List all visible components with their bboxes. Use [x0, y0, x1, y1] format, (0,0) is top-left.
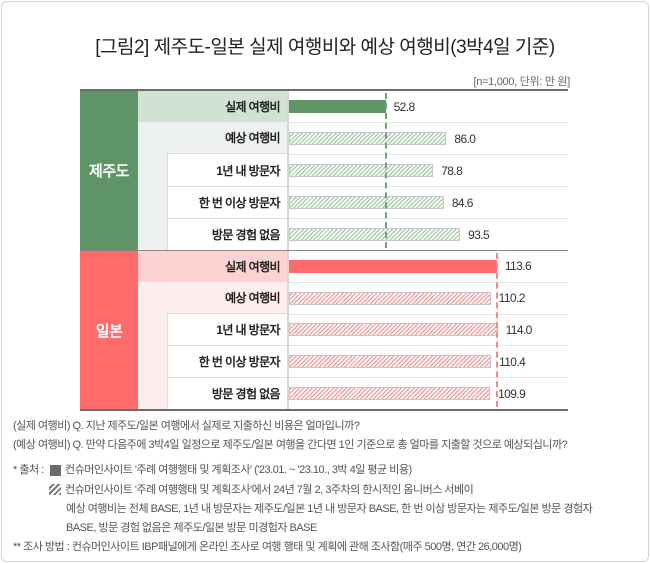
question-expected-note: (예상 여행비) Q. 만약 다음주에 3박4일 일정으로 제주도/일본 여행을…: [13, 439, 568, 451]
bar-row: 84.6: [289, 186, 568, 218]
bar-row: 114.0: [289, 313, 568, 346]
bar-area: 52.8 86.0 78.8 84.6 93.5: [287, 91, 568, 250]
group-japan: 일본 실제 여행비 예상 여행비 1년 내 방문자 한 번 이상 방문자 방문 …: [80, 250, 568, 409]
source-hatched-note: 컨슈머인사이트 '주례 여행행태 및 계획조사'에서 24년 7월 2, 3주차…: [65, 484, 474, 496]
question-actual-note: (실제 여행비) Q. 지난 제주도/일본 여행에서 실제로 지출하신 비용은 …: [13, 420, 360, 432]
bar: [289, 259, 497, 273]
value-label: 52.8: [393, 99, 416, 114]
bar: [289, 164, 434, 177]
group-label: 일본: [80, 251, 138, 409]
row-labels: 실제 여행비 예상 여행비 1년 내 방문자 한 번 이상 방문자 방문 경험 …: [138, 251, 287, 409]
base-note-line1: 예상 여행비는 전체 BASE, 1년 내 방문자는 제주도/일본 1년 내 방…: [66, 503, 593, 515]
base-note-line2: BASE, 방문 경험 없음은 제주도/일본 방문 미경험자 BASE: [66, 522, 317, 534]
group-jeju: 제주도 실제 여행비 예상 여행비 1년 내 방문자 한 번 이상 방문자 방문…: [80, 91, 568, 251]
value-label: 84.6: [451, 195, 474, 210]
row-label: 방문 경험 없음: [167, 377, 287, 409]
bar: [289, 291, 491, 305]
value-label: 78.8: [441, 163, 463, 178]
row-label: 예상 여행비: [225, 131, 281, 146]
bar-area: 113.6 110.2 114.0 110.4 109.9: [287, 251, 568, 409]
bar: [289, 355, 492, 369]
reference-dashed-line: [384, 93, 387, 248]
row-label: 한 번 이상 방문자: [167, 345, 287, 377]
method-note: ** 조사 방법 : 컨슈머인사이트 IBP패널에게 온라인 조사로 여행 행태…: [13, 541, 522, 553]
value-label: 93.5: [468, 227, 490, 242]
bar-row: 78.8: [289, 154, 568, 186]
bar-row: 86.0: [289, 122, 568, 154]
bar-row: 110.4: [289, 345, 568, 377]
bar-row: 113.6: [289, 251, 568, 282]
value-label: 110.4: [499, 354, 526, 369]
bar: [289, 323, 498, 337]
value-label: 110.2: [498, 291, 526, 306]
bar-row: 52.8: [289, 91, 568, 122]
row-label: 실제 여행비: [138, 251, 287, 282]
bar-row: 109.9: [289, 377, 568, 409]
reference-dashed-line: [495, 253, 498, 407]
figure-title: [그림2] 제주도-일본 실제 여행비와 예상 여행비(3박4일 기준): [95, 37, 555, 58]
value-label: 109.9: [498, 386, 526, 401]
bar: [289, 132, 447, 145]
row-label: 방문 경험 없음: [167, 217, 287, 251]
source-label: * 출처 :: [13, 464, 44, 476]
bar: [289, 196, 444, 209]
unit-note: [n=1,000, 단위: 만 원]: [473, 76, 570, 88]
bar-row: 93.5: [289, 218, 568, 250]
bar: [289, 100, 386, 113]
bar: [289, 228, 461, 241]
row-label: 1년 내 방문자: [167, 153, 287, 186]
value-label: 86.0: [454, 131, 476, 146]
row-label: 실제 여행비: [138, 91, 287, 123]
source-solid-note: 컨슈머인사이트 '주례 여행행태 및 계획조사' ('23.01. ~ '23.…: [65, 464, 412, 476]
row-label: 1년 내 방문자: [167, 313, 287, 345]
bar: [289, 387, 491, 401]
value-label: 113.6: [504, 259, 532, 274]
group-label: 제주도: [80, 91, 138, 250]
row-labels: 실제 여행비 예상 여행비 1년 내 방문자 한 번 이상 방문자 방문 경험 …: [138, 91, 287, 251]
row-label: 예상 여행비: [225, 291, 281, 305]
comparison-chart: 제주도 실제 여행비 예상 여행비 1년 내 방문자 한 번 이상 방문자 방문…: [80, 89, 568, 411]
value-label: 114.0: [505, 322, 533, 337]
bar-row: 110.2: [289, 281, 568, 314]
row-label: 한 번 이상 방문자: [167, 185, 287, 218]
hatched-legend-icon: [49, 484, 61, 495]
solid-legend-icon: [50, 465, 61, 476]
